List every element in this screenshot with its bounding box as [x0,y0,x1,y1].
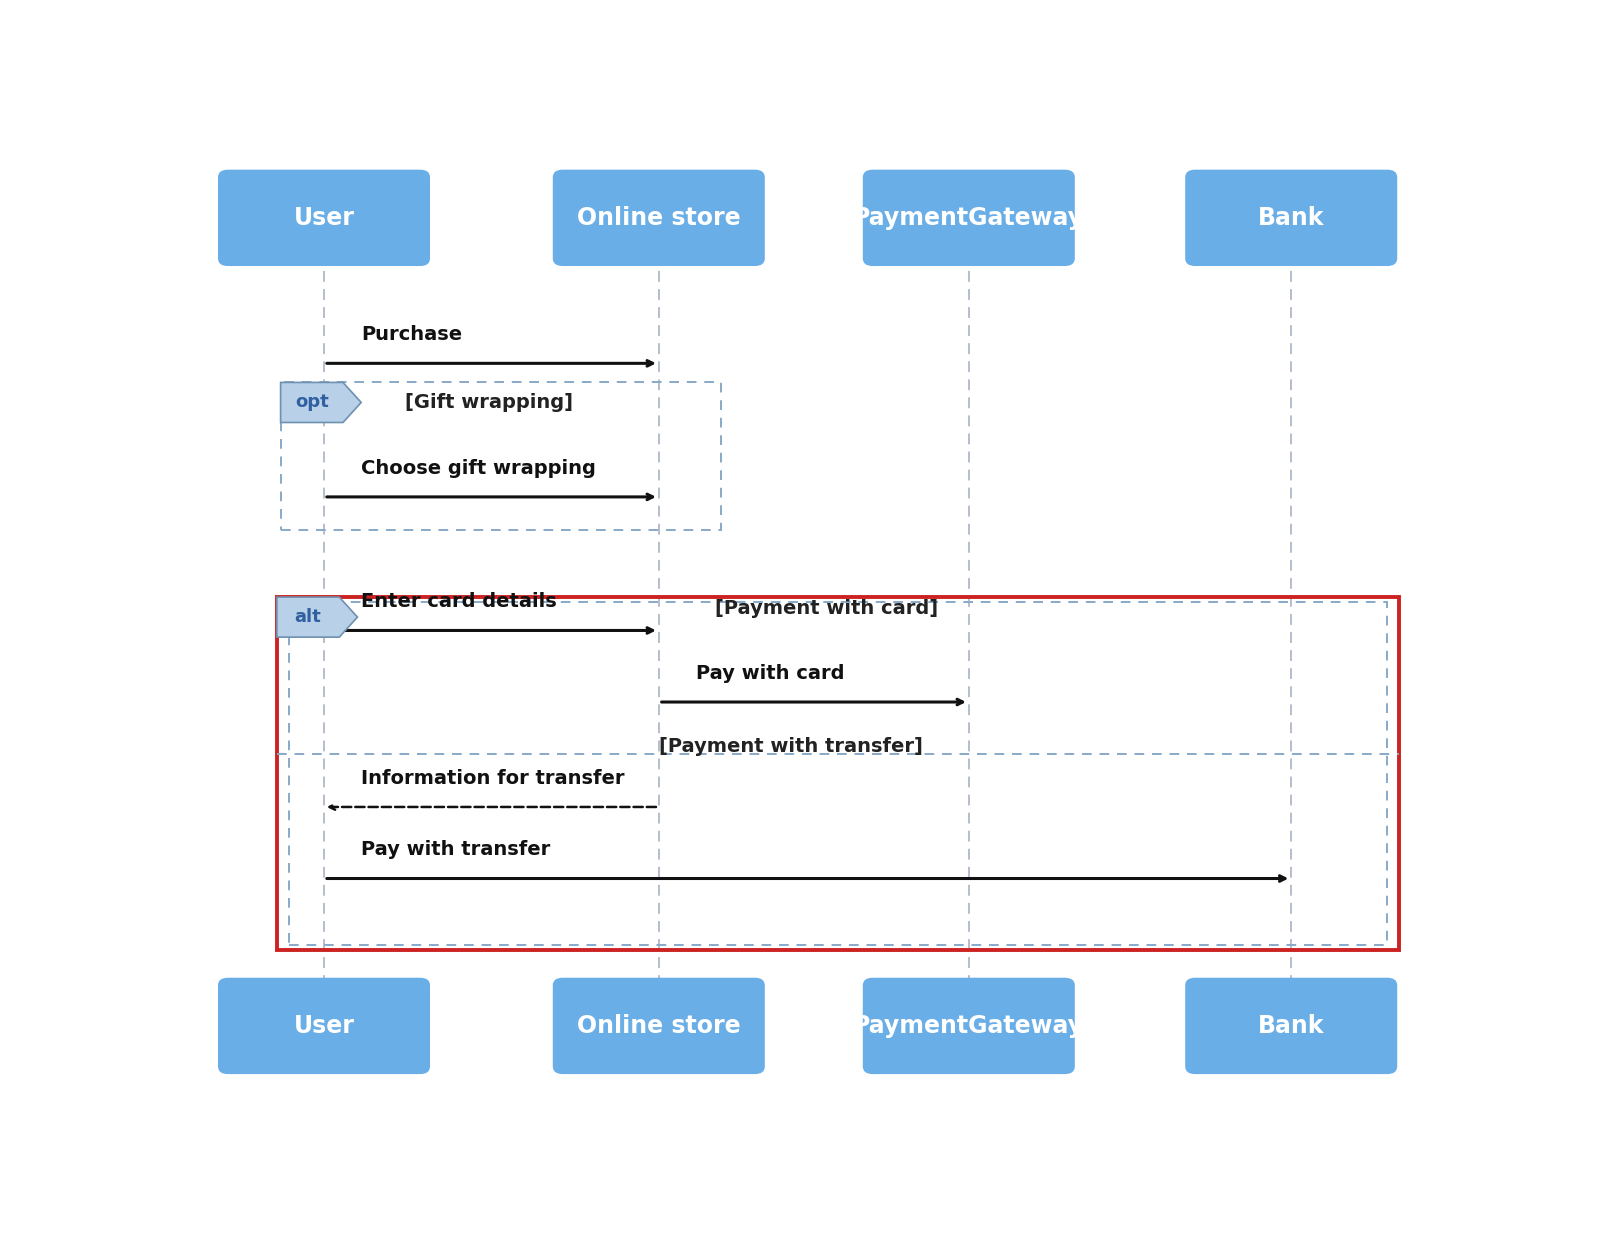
FancyBboxPatch shape [552,978,765,1074]
FancyBboxPatch shape [552,170,765,266]
FancyBboxPatch shape [218,978,430,1074]
FancyBboxPatch shape [218,170,430,266]
Text: Bank: Bank [1258,1014,1325,1038]
FancyBboxPatch shape [1186,170,1397,266]
Text: alt: alt [294,608,322,626]
Text: Information for transfer: Information for transfer [362,769,624,788]
Text: [Payment with card]: [Payment with card] [715,598,938,618]
Text: User: User [293,1014,355,1038]
Text: PaymentGateway: PaymentGateway [853,206,1085,230]
Text: Choose gift wrapping: Choose gift wrapping [362,458,597,478]
Text: Online store: Online store [578,206,741,230]
Text: Enter card details: Enter card details [362,592,557,611]
Text: Online store: Online store [578,1014,741,1038]
Polygon shape [277,597,357,637]
FancyBboxPatch shape [862,978,1075,1074]
Text: [Payment with transfer]: [Payment with transfer] [659,737,923,756]
Text: Bank: Bank [1258,206,1325,230]
Text: Pay with transfer: Pay with transfer [362,840,550,860]
Text: opt: opt [294,394,328,411]
FancyBboxPatch shape [862,170,1075,266]
Text: [Gift wrapping]: [Gift wrapping] [405,393,573,411]
Text: User: User [293,206,355,230]
Text: Pay with card: Pay with card [696,664,845,683]
Text: PaymentGateway: PaymentGateway [853,1014,1085,1038]
FancyBboxPatch shape [1186,978,1397,1074]
Text: Purchase: Purchase [362,326,462,344]
Polygon shape [280,383,362,422]
